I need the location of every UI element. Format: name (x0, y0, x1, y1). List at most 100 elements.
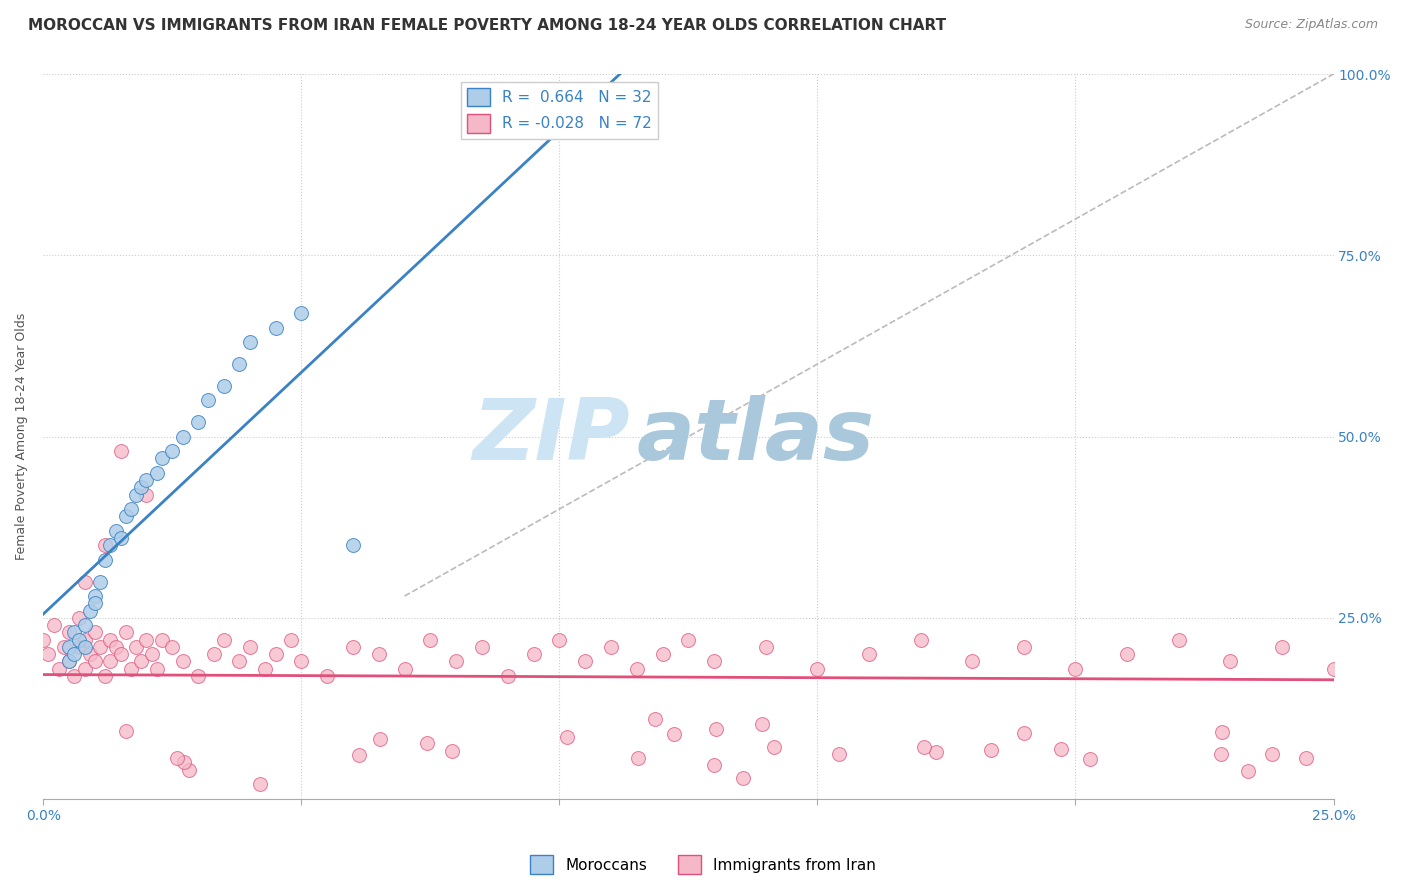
Point (79, 603, 101, 617)
Point (367, 647, 389, 661)
Point (94, 669, 117, 683)
Point (58, 654, 80, 668)
Point (755, 640, 778, 654)
Point (1271, 640, 1294, 654)
Point (496, 669, 519, 683)
Point (94, 553, 117, 567)
Point (114, 723, 136, 738)
Point (104, 524, 127, 538)
Point (574, 654, 596, 668)
Point (910, 632, 932, 647)
Point (150, 632, 173, 647)
Point (1116, 647, 1139, 661)
Point (627, 750, 650, 764)
Point (626, 662, 648, 676)
Point (239, 640, 262, 654)
Point (37, 647, 59, 661)
Point (1014, 726, 1036, 740)
Point (202, 647, 225, 661)
Point (150, 451, 173, 466)
Point (146, 466, 169, 480)
Point (98, 538, 121, 552)
Point (703, 654, 725, 668)
Point (828, 747, 851, 761)
Point (1209, 747, 1232, 762)
Point (67, 640, 90, 654)
Point (1080, 752, 1102, 766)
Point (751, 716, 773, 731)
Point (67, 632, 90, 647)
Point (125, 640, 148, 654)
Point (73, 574, 96, 589)
Point (179, 763, 201, 777)
Point (264, 320, 287, 334)
Point (98, 654, 121, 668)
Point (806, 662, 828, 676)
Point (58, 654, 80, 668)
Y-axis label: Female Poverty Among 18-24 Year Olds: Female Poverty Among 18-24 Year Olds (15, 313, 28, 560)
Point (1322, 662, 1344, 676)
Point (733, 771, 755, 785)
Point (110, 531, 132, 545)
Point (1211, 725, 1233, 739)
Point (703, 757, 725, 772)
Point (58, 640, 80, 654)
Point (67, 611, 90, 625)
Point (73, 662, 96, 676)
Point (173, 755, 195, 769)
Text: MOROCCAN VS IMMIGRANTS FROM IRAN FEMALE POVERTY AMONG 18-24 YEAR OLDS CORRELATIO: MOROCCAN VS IMMIGRANTS FROM IRAN FEMALE … (28, 18, 946, 33)
Point (548, 632, 571, 647)
Point (172, 429, 194, 443)
Point (83, 625, 105, 640)
Point (83, 654, 105, 668)
Point (980, 743, 1002, 757)
Point (89, 640, 111, 654)
Point (115, 625, 138, 640)
Point (32, 632, 55, 647)
Point (1237, 764, 1260, 779)
Point (664, 727, 686, 741)
Point (925, 745, 948, 759)
Point (342, 640, 364, 654)
Point (125, 487, 148, 501)
Point (120, 662, 142, 676)
Point (73, 618, 96, 632)
Point (89, 574, 111, 589)
Point (444, 654, 467, 668)
Point (187, 415, 209, 429)
Point (440, 744, 463, 758)
Point (555, 730, 578, 744)
Point (212, 632, 235, 647)
Point (172, 654, 194, 668)
Point (48, 662, 70, 676)
Point (1219, 654, 1241, 668)
Point (290, 654, 312, 668)
Point (131, 480, 153, 494)
Point (264, 647, 287, 661)
Point (73, 640, 96, 654)
Point (419, 632, 441, 647)
Legend: Moroccans, Immigrants from Iran: Moroccans, Immigrants from Iran (524, 849, 882, 880)
Point (912, 739, 935, 754)
Point (162, 444, 184, 458)
Point (131, 654, 153, 668)
Point (960, 654, 983, 668)
Point (110, 647, 132, 661)
Point (471, 640, 494, 654)
Point (42, 618, 65, 632)
Point (104, 640, 127, 654)
Point (197, 393, 219, 408)
Point (73, 632, 96, 647)
Point (416, 736, 439, 750)
Point (644, 712, 666, 726)
Point (651, 647, 673, 661)
Point (162, 640, 184, 654)
Point (120, 502, 142, 516)
Point (83, 589, 105, 603)
Point (83, 596, 105, 610)
Point (135, 473, 157, 487)
Point (1064, 662, 1087, 676)
Point (79, 647, 101, 661)
Point (239, 335, 262, 350)
Point (1050, 742, 1073, 756)
